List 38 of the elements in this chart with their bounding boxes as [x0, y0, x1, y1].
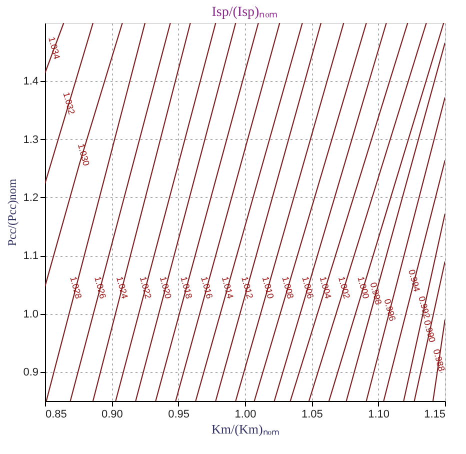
x-axis-title: Km/(Km)ₙₒₘ [211, 422, 280, 436]
y-tick-label: 1.2 [23, 192, 38, 204]
text: 1.016 [199, 275, 215, 300]
text: 0.990 [422, 319, 438, 344]
x-tick-label: 1.05 [301, 408, 323, 420]
text: 1.002 [336, 275, 352, 300]
text: 1.026 [92, 275, 108, 300]
text: 1.008 [280, 275, 296, 300]
x-tick-label: 1.10 [368, 408, 390, 420]
text: 0.988 [431, 348, 447, 372]
text: 0.994 [406, 268, 422, 293]
text: 1.004 [318, 275, 334, 300]
text: 1.018 [178, 275, 194, 300]
x-tick-label: 0.95 [168, 408, 190, 420]
text: 1.014 [220, 275, 236, 300]
y-tick-label: 1.4 [23, 76, 38, 88]
text: 1.028 [68, 275, 84, 300]
text: 1.032 [61, 91, 77, 116]
y-tick-label: 1.3 [23, 134, 38, 146]
text: 0.992 [416, 295, 432, 320]
text: 1.020 [158, 275, 174, 300]
y-tick-label: 1.0 [23, 308, 38, 320]
text: 1.034 [46, 36, 62, 60]
text: 1.012 [240, 275, 256, 300]
y-tick-label: 1.1 [23, 250, 38, 262]
y-axis-title: Pcc/(Pcc)nom [5, 178, 20, 246]
y-tick-label: 0.9 [23, 366, 38, 378]
x-tick-label: 0.90 [101, 408, 123, 420]
x-tick-label: 1.00 [234, 408, 256, 420]
chart-title: Isp/(Isp)ₙₒₘ [212, 5, 278, 20]
text: 1.030 [76, 142, 92, 167]
x-tick-label: 1.15 [424, 408, 446, 420]
x-tick-label: 0.85 [46, 408, 67, 420]
text: 1.006 [300, 275, 316, 300]
text: 1.022 [138, 275, 154, 300]
text: 1.010 [260, 275, 276, 300]
text: 1.024 [114, 275, 130, 300]
text: 0.996 [382, 298, 398, 322]
